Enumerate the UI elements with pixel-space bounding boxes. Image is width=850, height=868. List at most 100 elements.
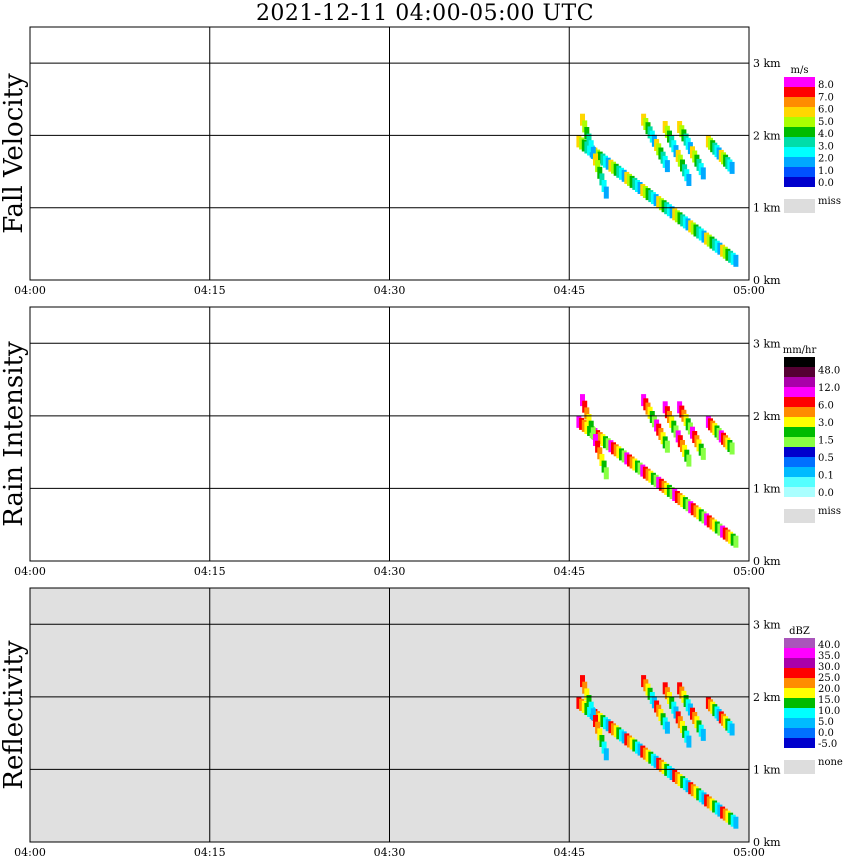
echo-cell [645,468,651,481]
echo-cell [712,800,718,813]
echo-cell [601,741,607,754]
echo-cell [637,182,643,194]
echo-cell [688,782,694,795]
echo-cell [582,120,588,133]
echo-cell [693,505,699,518]
y-tick-label: 3 km [753,57,781,70]
colorbar-label: 4.0 [818,129,834,140]
colorbar-label: 0.0 [818,728,834,739]
echo-cell [603,717,608,730]
echo-cell [579,417,585,430]
echo-cell [677,774,683,787]
echo-cell [637,462,643,475]
colorbar-label: 10.0 [818,706,840,717]
colorbar-label: 3.0 [818,141,834,152]
echo-cell [690,784,696,797]
echo-cell [730,814,736,827]
echo-cell [706,234,712,247]
echo-cell [722,246,728,259]
echo-cell [613,444,619,457]
echo-cell [720,525,726,538]
echo-cell [661,200,667,213]
echo-cell [605,719,611,732]
x-tick-label: 04:30 [374,284,406,297]
echo-cell [603,748,609,761]
echo-cell [593,715,598,727]
colorbar-swatch [784,638,815,648]
colorbar-unit: dBZ [789,626,810,637]
echo-cell [629,737,635,750]
echo-cell [680,214,686,227]
colorbar-label: 48.0 [818,366,840,377]
echo-cell [648,470,654,483]
colorbar-swatch [784,357,815,367]
echo-cell [693,224,699,237]
echo-cell [619,167,624,180]
echo-cell [582,681,588,694]
panel-ylabel: Fall Velocity [0,73,29,234]
x-tick-label: 04:45 [553,565,585,578]
echo-cell [603,467,609,480]
echo-cell [576,135,582,148]
echo-cell [696,507,702,520]
echo-cell [669,206,675,219]
x-tick-label: 05:00 [733,284,765,297]
colorbar-label: 12.0 [818,383,840,394]
colorbar-label: 0.0 [818,178,834,189]
echo-cell [632,739,638,752]
echo-cell [688,220,694,233]
echo-cell [597,151,603,164]
echo-cell [635,460,640,473]
echo-cell [682,216,688,229]
colorbar-swatch [784,708,815,718]
colorbar-miss-swatch [784,760,815,774]
colorbar-unit: m/s [791,65,809,76]
echo-cell [621,169,627,182]
echo-cell [605,438,611,451]
echo-cell [648,190,654,203]
echo-cell [722,808,728,821]
echo-cell [682,778,688,791]
echo-cell [700,447,706,460]
echo-cell [645,188,651,201]
echo-cell [593,434,598,446]
echo-cell [672,489,678,501]
echo-cell [586,695,592,707]
echo-cell [725,248,731,261]
y-tick-label: 2 km [753,691,781,704]
colorbar-swatch [784,658,815,668]
echo-cell [706,515,712,528]
colorbar-label: 6.0 [818,105,834,116]
echo-cell [611,723,616,736]
echo-cell [635,741,640,754]
echo-cell [584,703,590,715]
echo-cell [653,755,659,768]
echo-cell [640,745,646,758]
y-tick-label: 2 km [753,129,781,142]
colorbar-swatch [784,167,815,177]
colorbar-label: 3.0 [818,418,834,429]
echo-cell [677,493,683,506]
echo-cell [576,415,582,428]
echo-cell [595,440,601,453]
echo-cell [709,236,715,249]
echo-cell [581,139,587,152]
echo-cell [601,180,607,192]
echo-cell [666,204,672,217]
panel-2: 04:00 04:15 04:30 04:45 05:000 km 1 km 2 km 3 k… [0,306,841,578]
colorbar-label: 35.0 [818,651,840,662]
echo-cell [627,454,632,467]
echo-cell [733,816,739,829]
echo-cell [653,194,659,207]
y-tick-label: 1 km [753,763,781,776]
echo-cell [728,812,734,825]
echo-cell [661,480,667,493]
colorbar-swatch [784,367,815,377]
echo-cell [729,442,735,455]
x-tick-label: 04:45 [553,284,585,297]
colorbar-swatch [784,117,815,127]
echo-cell [605,157,611,170]
colorbar-swatch [784,447,815,457]
echo-cell [674,210,680,223]
